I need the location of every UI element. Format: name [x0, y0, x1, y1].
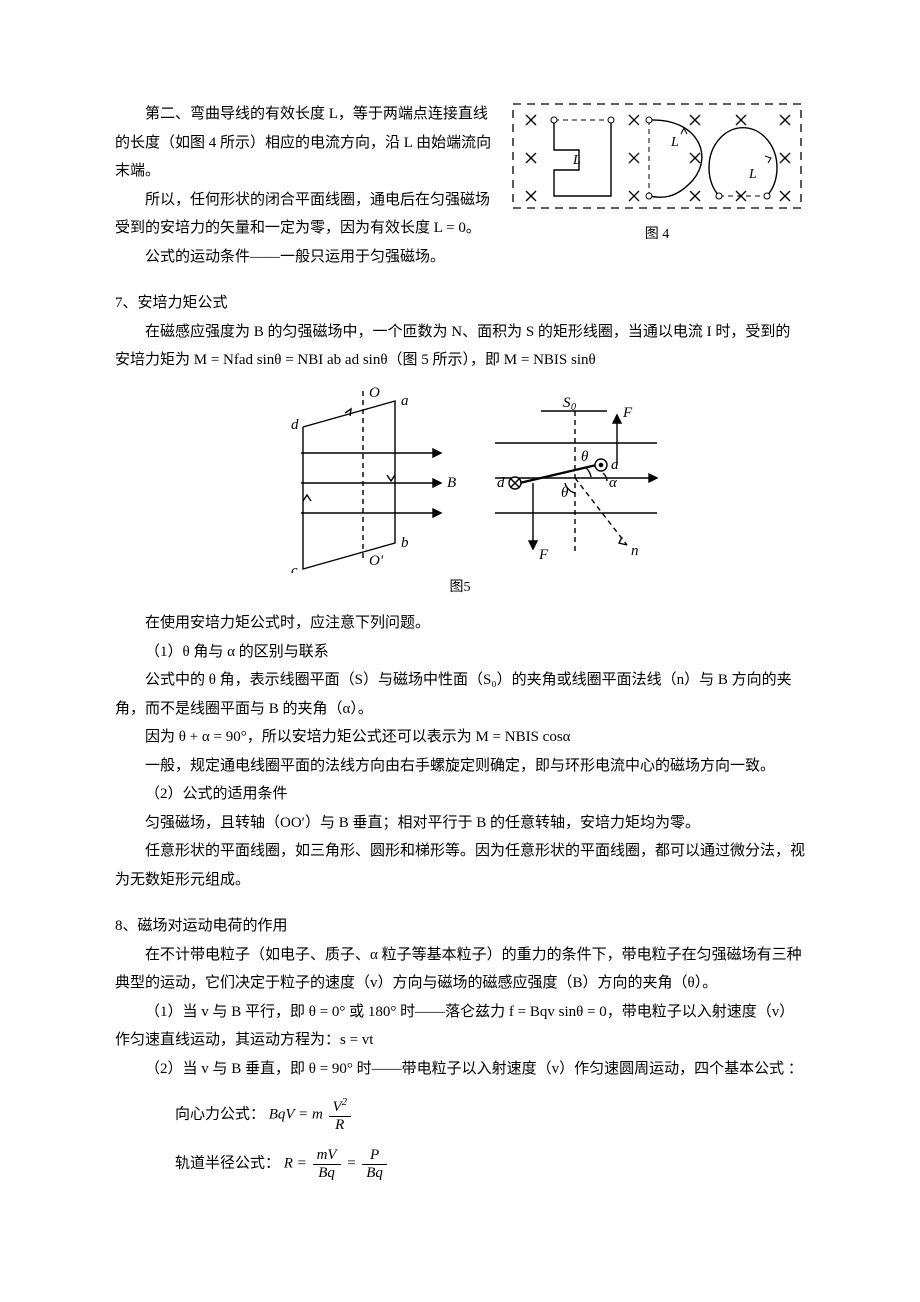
formula-2-eq: = — [346, 1156, 360, 1172]
section-8-case2: （2）当 v 与 B 垂直，即 θ = 90° 时——带电粒子以入射速度（v）作… — [115, 1055, 805, 1084]
section-7-p1: 在磁感应强度为 B 的匀强磁场中，一个匝数为 N、面积为 S 的矩形线圈，当通以… — [115, 318, 805, 375]
figure-4-caption: 图 4 — [509, 222, 805, 249]
formula-2-lhs: R = — [284, 1156, 311, 1172]
section-8-p1: 在不计带电粒子（如电子、质子、α 粒子等基本粒子）的重力的条件下，带电粒子在匀强… — [115, 941, 805, 998]
svg-text:b: b — [401, 535, 409, 551]
section-7-sub1-b: 因为 θ + α = 90°，所以安培力矩公式还可以表示为 M = NBIS c… — [115, 723, 805, 752]
figure-4-container: L L L 图 4 — [509, 100, 805, 249]
formula-2-den2: Bq — [362, 1165, 387, 1182]
section-8-heading: 8、磁场对运动电荷的作用 — [115, 912, 805, 941]
figure-4-svg: L L L — [509, 100, 805, 220]
formula-1-label: 向心力公式： — [175, 1107, 265, 1123]
svg-text:θ: θ — [581, 449, 589, 465]
section-8-case1: （1）当 v 与 B 平行，即 θ = 0° 或 180° 时——落仑兹力 f … — [115, 998, 805, 1055]
svg-text:F: F — [538, 547, 549, 563]
svg-text:O': O' — [369, 553, 384, 569]
svg-text:d: d — [291, 417, 299, 433]
figure-5-container: a b c d O O' B — [115, 383, 805, 602]
formula-radius: 轨道半径公式： R = mV Bq = P Bq — [175, 1147, 805, 1181]
svg-text:0: 0 — [571, 402, 576, 413]
svg-text:L: L — [670, 135, 679, 150]
section-7-sub2-b: 任意形状的平面线圈，如三角形、圆形和梯形等。因为任意形状的平面线圈，都可以通过微… — [115, 837, 805, 894]
svg-text:d: d — [497, 475, 505, 491]
figure-5-caption: 图5 — [115, 575, 805, 602]
formula-1-num: V2 — [329, 1097, 351, 1117]
section-7-sub2-a: 匀强磁场，且转轴（OO′）与 B 垂直；相对平行于 B 的任意转轴，安培力矩均为… — [115, 809, 805, 838]
svg-text:L: L — [748, 167, 757, 182]
section-7-sub1-head: （1）θ 角与 α 的区别与联系 — [115, 638, 805, 667]
section-7-sub1-a: 公式中的 θ 角，表示线圈平面（S）与磁场中性面（S₀）的夹角或线圈平面法线（n… — [115, 666, 805, 723]
svg-text:B: B — [447, 475, 456, 491]
formula-1-lhs: BqV = m — [269, 1107, 323, 1123]
section-7-p2: 在使用安培力矩公式时，应注意下列问题。 — [115, 609, 805, 638]
svg-text:θ: θ — [561, 485, 569, 501]
formula-2-label: 轨道半径公式： — [175, 1156, 280, 1172]
section-7-heading: 7、安培力矩公式 — [115, 289, 805, 318]
svg-text:α: α — [609, 475, 618, 491]
figure-5-svg: a b c d O O' B — [245, 383, 675, 573]
formula-2-num1: mV — [313, 1147, 341, 1165]
formula-1-den: R — [329, 1117, 351, 1134]
svg-text:F: F — [622, 405, 633, 421]
formula-1-frac: V2 R — [327, 1097, 353, 1133]
formula-2-frac1: mV Bq — [311, 1147, 343, 1181]
formula-2-den1: Bq — [313, 1165, 341, 1182]
svg-text:c: c — [291, 563, 298, 573]
section-7-sub2-head: （2）公式的适用条件 — [115, 780, 805, 809]
svg-text:a: a — [611, 457, 619, 473]
formula-centripetal: 向心力公式： BqV = m V2 R — [175, 1097, 805, 1133]
formula-2-num2: P — [362, 1147, 387, 1165]
svg-text:S: S — [563, 395, 571, 411]
svg-text:O: O — [369, 385, 380, 401]
formula-2-frac2: P Bq — [360, 1147, 389, 1181]
svg-text:n: n — [631, 543, 639, 559]
section-7-sub1-c: 一般，规定通电线圈平面的法线方向由右手螺旋定则确定，即与环形电流中心的磁场方向一… — [115, 752, 805, 781]
svg-text:a: a — [401, 393, 409, 409]
svg-text:L: L — [572, 153, 581, 168]
